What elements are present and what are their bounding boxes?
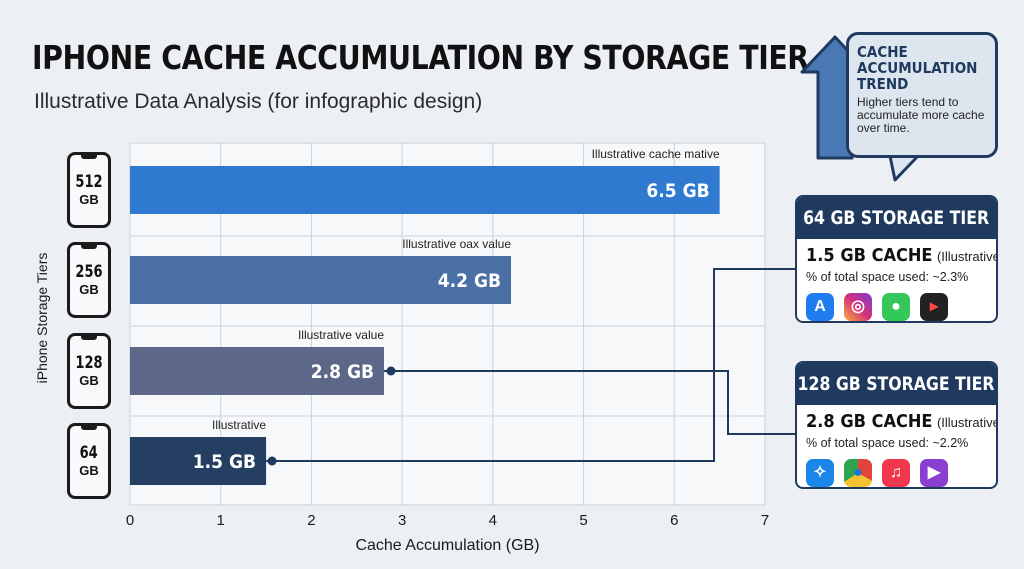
phone-icon: 256 GB bbox=[67, 242, 111, 318]
bar-value-label: 4.2 GB bbox=[438, 270, 501, 292]
percent-used: % of total space used: ~2.2% bbox=[806, 436, 969, 450]
connector-dot bbox=[267, 456, 277, 466]
bar-annotation: Illustrative oax value bbox=[402, 237, 511, 251]
tier-number: 128 bbox=[75, 353, 103, 373]
trend-title-line: CACHE bbox=[857, 43, 908, 61]
phone-icon: 512 GB bbox=[67, 152, 111, 228]
trend-title-line: TREND bbox=[857, 75, 909, 93]
x-axis-label: Cache Accumulation (GB) bbox=[355, 537, 539, 554]
phone-notch bbox=[81, 426, 97, 430]
bar bbox=[130, 256, 511, 304]
phone-notch bbox=[81, 245, 97, 249]
bar-value-label: 6.5 GB bbox=[646, 180, 709, 202]
cache-note: (Illustrative) bbox=[936, 415, 998, 430]
page-title: IPHONE CACHE ACCUMULATION BY STORAGE TIE… bbox=[32, 38, 809, 77]
phone-notch bbox=[81, 155, 97, 159]
percent-used: % of total space used: ~2.3% bbox=[806, 270, 969, 284]
instagram-icon: ◎ bbox=[844, 293, 872, 321]
app-store-icon: A bbox=[806, 293, 834, 321]
callout-tail bbox=[888, 154, 920, 182]
tier-number: 256 bbox=[75, 262, 103, 282]
tier-number: 512 bbox=[75, 172, 103, 192]
phone-icon: 128 GB bbox=[67, 333, 111, 409]
bar bbox=[130, 347, 384, 395]
cache-summary: 2.8 GB CACHE (Illustrative) bbox=[806, 411, 996, 432]
tier-card-64gb: 64 GB STORAGE TIER 1.5 GB CACHE (Illustr… bbox=[795, 195, 998, 323]
y-axis-label: iPhone Storage Tiers bbox=[34, 252, 50, 384]
bar bbox=[130, 166, 720, 214]
trend-description: Higher tiers tend to accumulate more cac… bbox=[857, 95, 985, 135]
app-icons: ✧ ● ♫ ▶ bbox=[806, 459, 987, 487]
bar-value-label: 2.8 GB bbox=[311, 361, 374, 383]
bar-annotation: Illustrative cache mative bbox=[592, 147, 720, 161]
tier-number: 64 bbox=[79, 443, 99, 463]
bar bbox=[130, 437, 267, 485]
x-tick-label: 6 bbox=[670, 512, 678, 529]
x-tick-label: 0 bbox=[126, 512, 134, 529]
trend-title: CACHE ACCUMULATION TREND bbox=[857, 44, 987, 92]
trend-callout: CACHE ACCUMULATION TREND Higher tiers te… bbox=[846, 32, 998, 158]
chrome-icon: ● bbox=[844, 459, 872, 487]
x-tick-label: 3 bbox=[398, 512, 406, 529]
trend-title-line: ACCUMULATION bbox=[857, 59, 978, 77]
app-icons: A ◎ ● ▸ bbox=[806, 293, 987, 321]
card-header: 128 GB STORAGE TIER bbox=[797, 363, 996, 405]
bar-value-label: 1.5 GB bbox=[193, 451, 256, 473]
x-tick-label: 7 bbox=[761, 512, 769, 529]
tier-unit: GB bbox=[79, 463, 99, 478]
bar-annotation: Illustrative value bbox=[298, 328, 384, 342]
phone-notch bbox=[81, 336, 97, 340]
tier-unit: GB bbox=[79, 282, 99, 297]
music-icon: ♫ bbox=[882, 459, 910, 487]
video-editor-icon: ▶ bbox=[920, 459, 948, 487]
x-tick-label: 1 bbox=[217, 512, 225, 529]
cache-value: 2.8 GB CACHE bbox=[806, 411, 933, 432]
tier-unit: GB bbox=[79, 373, 99, 388]
connector-dot bbox=[386, 366, 396, 376]
page-subtitle: Illustrative Data Analysis (for infograp… bbox=[34, 90, 483, 113]
messages-icon: ● bbox=[882, 293, 910, 321]
x-tick-label: 5 bbox=[579, 512, 587, 529]
cache-value: 1.5 GB CACHE bbox=[806, 245, 933, 266]
phone-icon: 64 GB bbox=[67, 423, 111, 499]
tier-card-128gb: 128 GB STORAGE TIER 2.8 GB CACHE (Illust… bbox=[795, 361, 998, 489]
bar-annotation: Illustrative bbox=[212, 418, 266, 432]
video-app-icon: ▸ bbox=[920, 293, 948, 321]
connector-64gb bbox=[266, 268, 795, 462]
x-tick-label: 2 bbox=[307, 512, 315, 529]
safari-icon: ✧ bbox=[806, 459, 834, 487]
cache-note: (Illustrative) bbox=[936, 249, 998, 264]
tier-unit: GB bbox=[79, 192, 99, 207]
x-tick-label: 4 bbox=[489, 512, 497, 529]
cache-summary: 1.5 GB CACHE (Illustrative) bbox=[806, 245, 996, 266]
card-header: 64 GB STORAGE TIER bbox=[797, 197, 996, 239]
connector-128gb bbox=[384, 370, 795, 435]
